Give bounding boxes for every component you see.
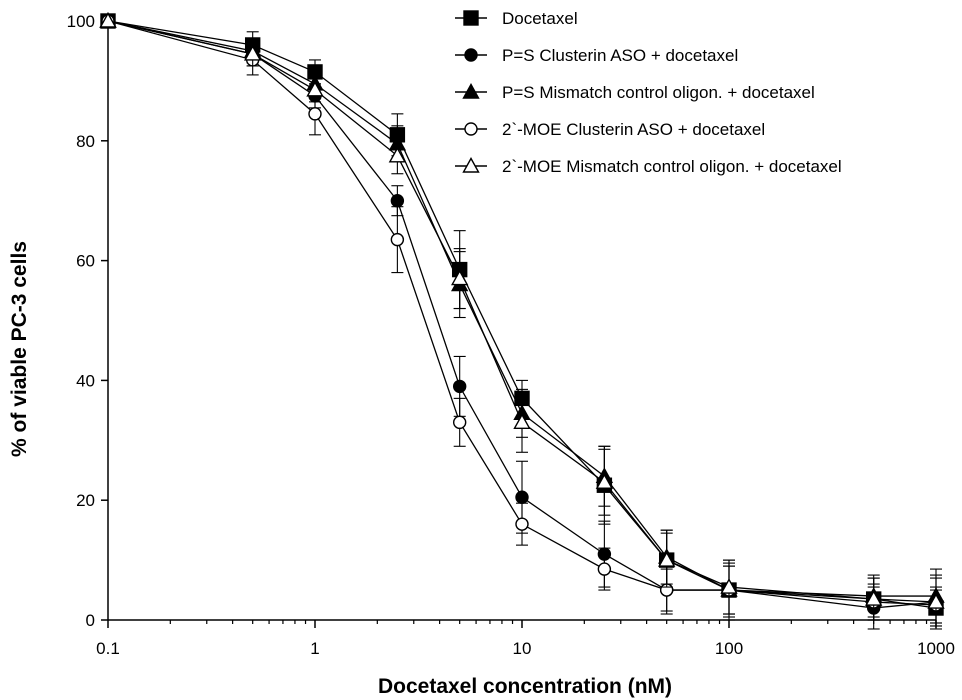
data-point: [597, 562, 612, 576]
data-point: [452, 379, 467, 394]
y-tick-label: 100: [67, 12, 95, 31]
y-tick-label: 20: [76, 491, 95, 510]
plot-area: [99, 12, 945, 630]
y-axis-title: % of viable PC-3 cells: [8, 241, 31, 457]
legend-entry-1: Docetaxel: [455, 9, 578, 28]
data-point: [657, 551, 676, 567]
legend-marker: [462, 83, 480, 99]
data-point: [388, 146, 407, 163]
legend-entry-2: P=S Clusterin ASO + docetaxel: [455, 46, 738, 65]
data-point: [390, 232, 405, 247]
data-point: [927, 593, 945, 609]
data-point: [513, 413, 531, 430]
legend-entry-5: 2`-MOE Mismatch control oligon. + doceta…: [455, 157, 842, 176]
data-point: [306, 80, 324, 97]
data-point: [243, 45, 262, 61]
y-tick-label: 80: [76, 132, 95, 151]
data-point: [864, 590, 883, 606]
legend-marker: [464, 48, 478, 62]
axes: 0 20 40 60 80 100 0.1 1 10 100 1000: [67, 12, 955, 658]
x-tick-label: 1000: [917, 639, 955, 658]
data-point: [99, 12, 117, 28]
legend-marker: [464, 122, 478, 136]
legend: Docetaxel P=S Clusterin ASO + docetaxel P=…: [455, 9, 842, 176]
x-tick-label: 10: [513, 639, 532, 658]
data-point: [390, 193, 405, 208]
legend-entry-4: 2`-MOE Clusterin ASO + docetaxel: [455, 120, 765, 139]
y-tick-label: 40: [76, 371, 95, 390]
legend-label: P=S Clusterin ASO + docetaxel: [502, 46, 738, 65]
legend-label: 2`-MOE Clusterin ASO + docetaxel: [502, 120, 765, 139]
x-axis-title: Docetaxel concentration (nM): [378, 675, 672, 698]
data-point: [515, 490, 529, 504]
x-tick-label: 0.1: [96, 639, 120, 658]
legend-entry-3: P=S Mismatch control oligon. + docetaxel: [455, 83, 815, 102]
y-tick-label: 60: [76, 252, 95, 271]
x-tick-label: 100: [715, 639, 743, 658]
data-point: [450, 269, 469, 286]
y-tick-label: 0: [86, 611, 95, 630]
data-point: [308, 107, 322, 121]
data-point: [720, 578, 738, 594]
legend-marker: [463, 10, 479, 26]
data-point: [595, 473, 614, 489]
data-point: [452, 415, 467, 430]
series-5: [99, 12, 945, 627]
data-point: [515, 517, 529, 531]
series-4: [101, 14, 943, 624]
legend-label: Docetaxel: [502, 9, 578, 28]
legend-marker: [462, 157, 480, 173]
x-tick-label: 1: [310, 639, 319, 658]
legend-label: P=S Mismatch control oligon. + docetaxel: [502, 83, 815, 102]
legend-label: 2`-MOE Mismatch control oligon. + doceta…: [502, 157, 842, 176]
